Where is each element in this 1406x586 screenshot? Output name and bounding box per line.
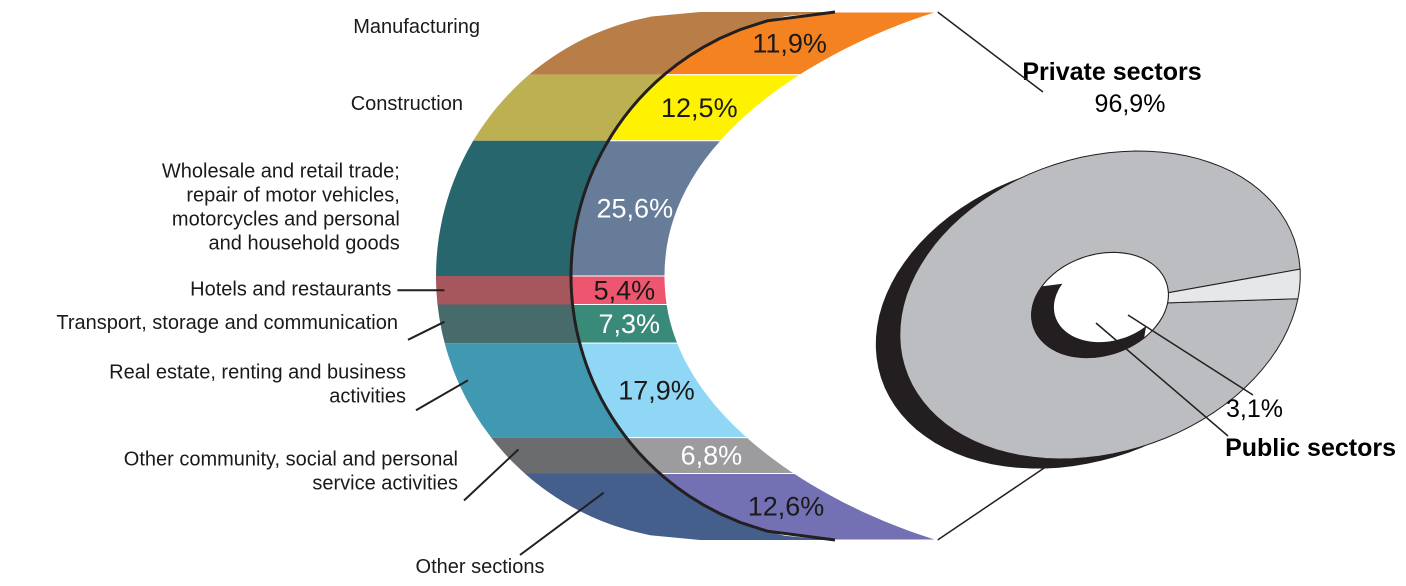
band-shade-wholesale-and-retail-trade <box>436 140 609 276</box>
connector-bottom <box>937 461 1054 541</box>
category-label-manufacturing: Manufacturing <box>353 16 480 38</box>
leader-line-real-estate-renting-and-business <box>415 379 469 412</box>
stacked-band: 11,9% 12,5% 25,6% 5,4% 7,3% 17,9% 6,8%12,6% <box>436 10 938 542</box>
band-shade-hotels-and-restaurants <box>436 276 573 305</box>
leader-line-other-community-social-and-personal <box>463 448 520 502</box>
band-shade-manufacturing <box>529 12 835 75</box>
band-inner-arc <box>569 10 836 542</box>
category-label-real-estate-renting-and-business: Real estate, renting and business activit… <box>109 361 406 407</box>
value-label-real-estate-renting-and-business: 17,9% <box>618 375 695 405</box>
value-label-other-sections: 12,6% <box>748 492 825 522</box>
category-label-other-community-social-and-personal: Other community, social and personal serv… <box>124 449 458 495</box>
private-sectors-label: Private sectors <box>1022 58 1201 86</box>
value-label-wholesale-and-retail-trade: 25,6% <box>597 193 674 223</box>
value-label-hotels-and-restaurants: 5,4% <box>594 275 656 305</box>
value-label-manufacturing: 11,9% <box>752 28 827 58</box>
private-sectors-value: 96,9% <box>1095 90 1166 118</box>
category-label-construction: Construction <box>351 93 463 115</box>
band-shade-real-estate-renting-and-business <box>444 343 627 438</box>
explode-connectors <box>937 11 1054 541</box>
public-label-leader <box>1095 322 1229 437</box>
donut-hole <box>1031 251 1169 359</box>
public-sectors-label: Public sectors <box>1225 434 1396 462</box>
category-label-other-sections: Other sections <box>416 556 545 578</box>
category-labels: Manufacturing Construction Wholesale and r… <box>56 16 605 578</box>
public-value-leader <box>1127 314 1254 396</box>
connector-top <box>937 11 1044 93</box>
donut-chart: Private sectors 96,9% 3,1% Public sectors <box>875 58 1396 469</box>
public-sectors-value: 3,1% <box>1226 395 1283 423</box>
band-shade-transport-storage-and-communication <box>437 304 580 344</box>
category-label-hotels-and-restaurants: Hotels and restaurants <box>190 278 391 300</box>
band-shade-other-sections <box>524 473 835 540</box>
value-label-other-community-social-and-personal: 6,8% <box>681 441 743 471</box>
value-label-transport-storage-and-communication: 7,3% <box>599 309 661 339</box>
leader-line-other-sections <box>519 491 605 556</box>
donut-hole-depth <box>1031 283 1147 358</box>
leader-line-transport-storage-and-communication <box>407 320 445 341</box>
value-label-construction: 12,5% <box>661 93 738 123</box>
band-shade-other-community-social-and-personal <box>491 437 660 474</box>
category-label-transport-storage-and-communication: Transport, storage and communication <box>56 312 398 334</box>
category-label-wholesale-and-retail-trade: Wholesale and retail trade; repair of mot… <box>162 160 400 254</box>
band-shade-construction <box>473 74 664 141</box>
